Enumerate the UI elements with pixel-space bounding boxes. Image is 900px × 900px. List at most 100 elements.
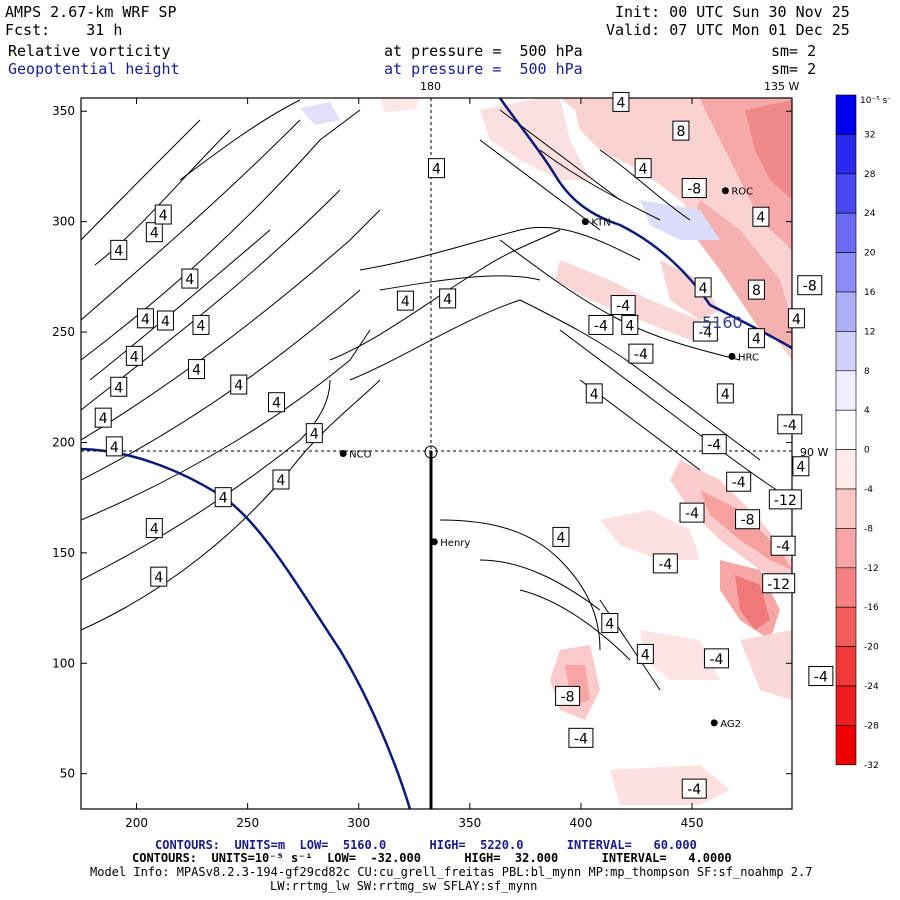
- station-label: NCO: [349, 450, 371, 461]
- station-roc: ROC: [721, 187, 753, 198]
- contour-label: 4: [145, 222, 163, 243]
- contour-label: 4: [145, 518, 163, 539]
- contour-label: 4: [552, 526, 570, 547]
- svg-text:-4: -4: [574, 731, 588, 747]
- height-contour-label: 5160: [702, 313, 743, 332]
- contour-label: -4: [770, 535, 796, 556]
- contour-label: -4: [628, 343, 654, 364]
- contour-label: -4: [588, 314, 614, 335]
- plot-frame: [80, 97, 793, 810]
- svg-text:4: 4: [114, 380, 123, 396]
- colorbar-label: 12: [864, 327, 875, 337]
- colorbar-label: 20: [864, 249, 876, 259]
- svg-text:4: 4: [114, 243, 123, 259]
- contour-label: -12: [768, 489, 802, 510]
- svg-text:4: 4: [185, 272, 194, 288]
- forecast-hour: Fcst: 31 h: [5, 21, 123, 39]
- colorbar-cell: [835, 488, 857, 529]
- svg-text:4: 4: [590, 387, 599, 403]
- svg-text:8: 8: [752, 283, 761, 299]
- svg-text:4: 4: [272, 396, 281, 412]
- svg-text:-4: -4: [685, 506, 699, 522]
- colorbar-label: -4: [864, 485, 873, 495]
- init-time: Init: 00 UTC Sun 30 Nov 25: [615, 3, 850, 21]
- svg-text:4: 4: [110, 440, 119, 456]
- colorbar-cell: [835, 528, 857, 569]
- svg-text:4: 4: [752, 332, 761, 348]
- svg-text:-12: -12: [774, 493, 797, 509]
- svg-text:4: 4: [219, 491, 228, 507]
- contour-label: 8: [747, 279, 765, 300]
- x-tick-label: 400: [569, 816, 592, 830]
- colorbar-label: -32: [864, 761, 879, 771]
- colorbar-label: 24: [864, 209, 876, 219]
- contour-label: 4: [612, 91, 630, 112]
- contour-label: 4: [110, 239, 128, 260]
- colorbar-cell: [835, 725, 857, 766]
- contour-label: 4: [601, 613, 619, 634]
- contour-label: 4: [94, 407, 112, 428]
- colorbar-label: 28: [864, 170, 876, 180]
- contour-label: 4: [154, 204, 172, 225]
- y-tick-label: 50: [60, 767, 75, 781]
- contour-label: 4: [268, 392, 286, 413]
- contour-label: 4: [188, 359, 206, 380]
- colorbar-cell: [835, 134, 857, 175]
- svg-text:4: 4: [721, 387, 730, 403]
- contour-label: 4: [136, 308, 154, 329]
- station-label: Henry: [440, 538, 470, 549]
- y-tick-label: 250: [52, 325, 75, 339]
- svg-text:4: 4: [432, 162, 441, 178]
- y-tick-label: 200: [52, 435, 75, 449]
- contour-label: -12: [762, 573, 796, 594]
- contour-label: 4: [621, 314, 639, 335]
- svg-text:-4: -4: [698, 325, 712, 341]
- contour-label: -4: [610, 295, 636, 316]
- contour-label: -4: [777, 414, 803, 435]
- contour-label: 4: [105, 436, 123, 457]
- y-tick-label: 150: [52, 546, 75, 560]
- svg-text:-4: -4: [732, 475, 746, 491]
- contour-label: -8: [555, 685, 581, 706]
- svg-text:-4: -4: [658, 557, 672, 573]
- colorbar-cell: [835, 331, 857, 372]
- vorticity-contour-info: CONTOURS: UNITS=10⁻⁵ s⁻¹ LOW= -32.000 HI…: [132, 851, 732, 865]
- colorbar-cell: [835, 94, 857, 135]
- colorbar-label: 32: [864, 130, 875, 140]
- svg-text:4: 4: [192, 363, 201, 379]
- contour-label: -4: [568, 727, 594, 748]
- colorbar-label: -8: [864, 524, 873, 534]
- x-tick-label: 350: [458, 816, 481, 830]
- svg-text:-4: -4: [707, 438, 721, 454]
- station-marker: [581, 218, 589, 226]
- svg-text:-4: -4: [616, 299, 630, 315]
- svg-text:4: 4: [639, 162, 648, 178]
- contour-label: 8: [672, 120, 690, 141]
- y-tick-label: 300: [52, 215, 75, 229]
- model-title: AMPS 2.67-km WRF SP: [5, 3, 177, 21]
- svg-text:4: 4: [792, 312, 801, 328]
- colorbar-label: 16: [864, 288, 876, 298]
- colorbar-label: 4: [864, 406, 870, 416]
- svg-text:4: 4: [641, 647, 650, 663]
- contour-label: -4: [703, 648, 729, 669]
- svg-text:4: 4: [150, 522, 159, 538]
- contour-label: 4: [792, 456, 810, 477]
- field2-name: Geopotential height: [8, 60, 180, 78]
- contour-label: 4: [428, 158, 445, 179]
- station-label: ROC: [731, 187, 753, 198]
- stations: NCO Henry KTN ROC HRC AG2: [339, 187, 759, 730]
- colorbar: 10⁻⁵ s⁻¹ 32 28 24 20 16 12 8 4 0 -4 -8 -12 -16 -20 -24…: [835, 94, 890, 771]
- contour-label: 4: [192, 314, 210, 335]
- svg-text:4: 4: [796, 460, 805, 476]
- contour-label: 4: [585, 383, 603, 404]
- colorbar-cell: [835, 370, 857, 411]
- svg-text:-12: -12: [767, 577, 790, 593]
- svg-text:4: 4: [161, 314, 170, 330]
- lon-label-right: 90 W: [800, 446, 828, 459]
- lon-label-top: 180: [420, 80, 441, 93]
- south-pole-marker: [424, 445, 438, 459]
- contour-label: 4: [272, 469, 290, 490]
- x-tick-label: 200: [125, 816, 148, 830]
